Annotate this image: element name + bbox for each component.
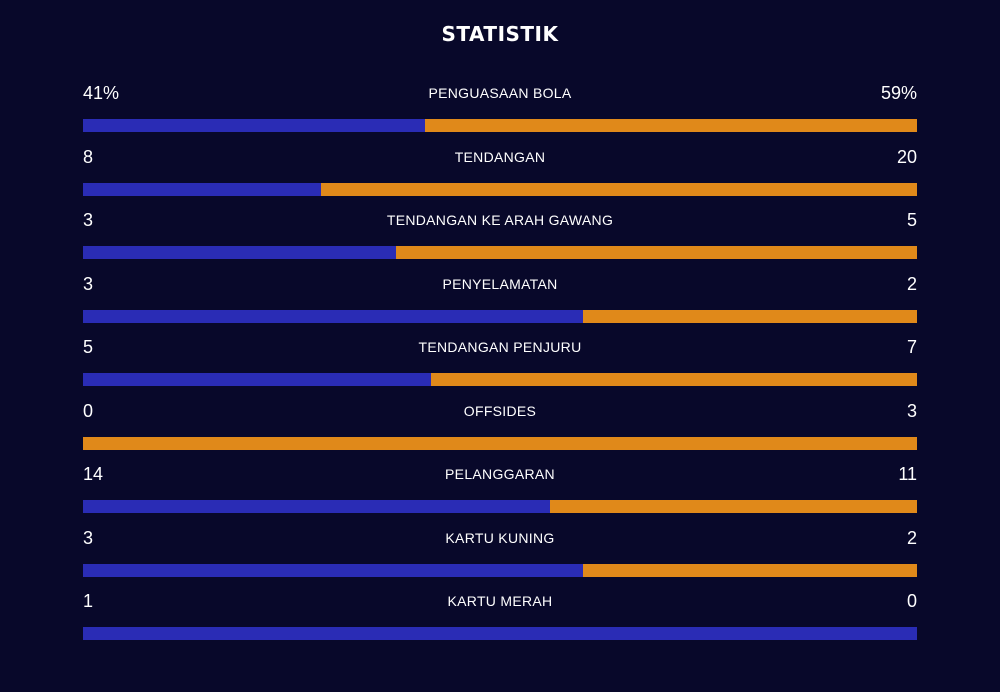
home-bar-fill <box>83 309 584 323</box>
home-bar-fill <box>83 246 396 259</box>
home-bar-fill <box>83 500 551 513</box>
away-value: 20 <box>896 146 917 167</box>
away-value: 2 <box>906 527 917 548</box>
home-bar-fill <box>83 182 322 196</box>
stat-bar <box>83 563 917 577</box>
stat-row: 8 TENDANGAN 20 <box>83 144 917 208</box>
away-bar-fill <box>430 373 917 386</box>
home-bar-fill <box>83 373 431 386</box>
stat-bar <box>83 373 917 386</box>
stat-header: 3 KARTU KUNING 2 <box>83 525 917 551</box>
home-bar-fill <box>83 563 584 577</box>
stat-bar <box>83 309 917 323</box>
stat-header: 41% PENGUASAAN BOLA 59% <box>83 80 917 106</box>
stat-label: PENGUASAAN BOLA <box>428 85 572 101</box>
stat-header: 3 TENDANGAN KE ARAH GAWANG 5 <box>83 207 917 233</box>
stat-label: TENDANGAN PENJURU <box>418 339 582 355</box>
home-value: 1 <box>83 591 94 611</box>
stat-row: 41% PENGUASAAN BOLA 59% <box>83 80 917 144</box>
home-value: 3 <box>83 273 94 294</box>
stat-header: 0 OFFSIDES 3 <box>83 398 917 424</box>
stat-header: 1 KARTU MERAH 0 <box>83 588 917 614</box>
stat-bar <box>83 246 917 259</box>
stat-label: OFFSIDES <box>463 402 537 419</box>
stat-header: 3 PENYELAMATAN 2 <box>83 271 917 297</box>
home-value: 0 <box>83 400 94 421</box>
home-value: 3 <box>83 210 94 230</box>
stat-row: 3 KARTU KUNING 2 <box>83 525 917 589</box>
stat-bar <box>83 627 917 640</box>
stat-header: 5 TENDANGAN PENJURU 7 <box>83 334 917 360</box>
away-bar-fill <box>583 309 917 323</box>
stat-row: 0 OFFSIDES 3 <box>83 398 917 462</box>
away-value: 59% <box>880 83 917 103</box>
stat-label: KARTU KUNING <box>445 529 555 546</box>
stat-row: 3 TENDANGAN KE ARAH GAWANG 5 <box>83 207 917 271</box>
away-value: 0 <box>906 591 917 611</box>
stat-row: 14 PELANGGARAN 11 <box>83 461 917 525</box>
stat-row: 1 KARTU MERAH 0 <box>83 588 917 652</box>
away-bar-fill <box>550 500 917 513</box>
home-bar-fill <box>83 627 917 640</box>
stat-label: TENDANGAN <box>454 148 546 165</box>
stat-label: KARTU MERAH <box>447 593 553 609</box>
home-value: 14 <box>83 464 104 484</box>
away-value: 11 <box>898 464 917 484</box>
stat-row: 5 TENDANGAN PENJURU 7 <box>83 334 917 398</box>
page-title: STATISTIK <box>441 22 559 46</box>
away-bar-fill <box>395 246 917 259</box>
stat-label: TENDANGAN KE ARAH GAWANG <box>386 212 614 228</box>
stats-list: 41% PENGUASAAN BOLA 59% 8 TENDANGAN 20 3 TENDAN… <box>83 80 917 652</box>
home-value: 41% <box>83 83 120 103</box>
stat-bar <box>83 436 917 450</box>
stat-header: 8 TENDANGAN 20 <box>83 144 917 170</box>
home-value: 8 <box>83 146 94 167</box>
stat-bar <box>83 182 917 196</box>
home-value: 5 <box>83 337 94 357</box>
away-value: 2 <box>906 273 917 294</box>
away-bar-fill <box>321 182 917 196</box>
away-value: 5 <box>906 210 917 230</box>
away-value: 3 <box>906 400 917 421</box>
stat-label: PENYELAMATAN <box>442 275 558 292</box>
home-value: 3 <box>83 527 94 548</box>
away-bar-fill <box>583 563 917 577</box>
away-bar-fill <box>424 119 917 132</box>
home-bar-fill <box>83 119 425 132</box>
stat-bar <box>83 500 917 513</box>
stat-bar <box>83 119 917 132</box>
stat-row: 3 PENYELAMATAN 2 <box>83 271 917 335</box>
away-value: 7 <box>906 337 917 357</box>
stat-header: 14 PELANGGARAN 11 <box>83 461 917 487</box>
away-bar-fill <box>83 436 917 450</box>
stat-label: PELANGGARAN <box>445 466 555 482</box>
